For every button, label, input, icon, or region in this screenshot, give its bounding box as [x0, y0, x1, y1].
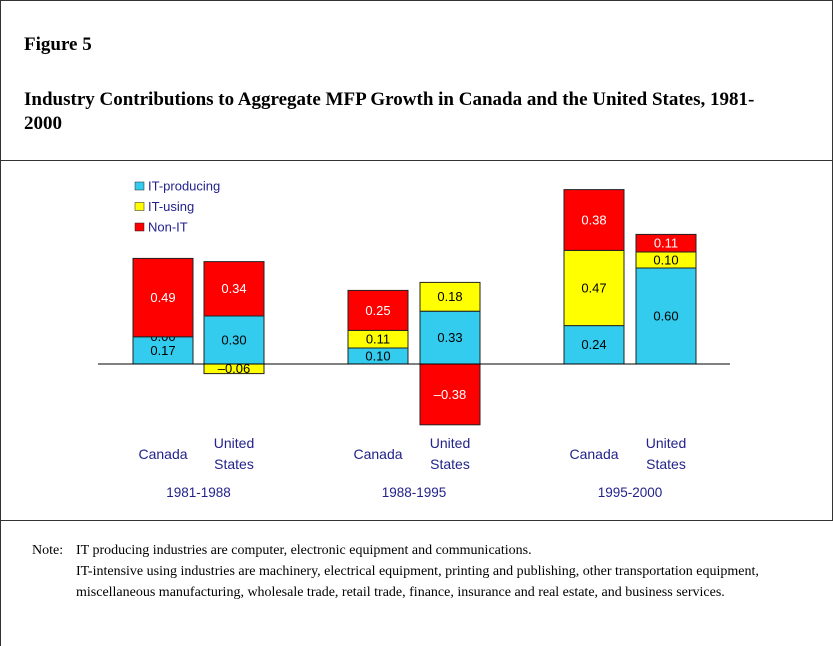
value-label: 0.11	[654, 236, 678, 251]
bar-segment	[203, 261, 265, 317]
category-label: Canada	[138, 445, 188, 462]
bar-segment	[347, 289, 409, 331]
group-label: 1981-1988	[166, 485, 231, 500]
legend-label: Non-IT	[148, 219, 188, 234]
value-label: –0.38	[434, 387, 467, 402]
title: Industry Contributions to Aggregate MFP …	[24, 89, 755, 134]
note-label: Note:	[32, 543, 64, 558]
divider	[0, 520, 833, 521]
legend-label: IT-producing	[148, 178, 220, 193]
value-label: 0.25	[365, 303, 390, 318]
value-label: 0.49	[150, 290, 175, 305]
value-label: 0.47	[581, 280, 606, 295]
value-label: 0.10	[653, 252, 678, 267]
legend-label: IT-using	[148, 199, 194, 214]
note-line: IT producing industries are computer, el…	[76, 543, 532, 558]
value-label: 0.33	[437, 330, 462, 345]
bar-segment	[563, 189, 625, 251]
value-label: 0.17	[150, 343, 175, 358]
bar-segment	[635, 233, 697, 253]
bar-segment	[419, 281, 481, 312]
note-line: IT-intensive using industries are machin…	[76, 564, 759, 600]
category-label: United States	[213, 435, 255, 472]
group-label: 1995-2000	[597, 485, 663, 500]
value-label: –0.06	[218, 361, 251, 376]
legend-swatch	[134, 181, 145, 191]
border	[0, 0, 833, 1]
category-label: Canada	[569, 445, 619, 462]
bar-segment	[419, 310, 481, 365]
category-label: United States	[645, 435, 687, 472]
bar-segment	[563, 325, 625, 365]
category-label: Canada	[353, 445, 403, 462]
bar-segment	[132, 257, 194, 338]
group-label: 1988-1995	[381, 485, 447, 500]
value-label: 0.18	[437, 289, 462, 304]
border	[0, 0, 1, 646]
value-label: 0.24	[581, 337, 606, 352]
bar-segment	[132, 336, 194, 365]
legend-swatch	[134, 202, 145, 211]
value-label: 0.34	[221, 281, 246, 296]
value-label: 0.38	[581, 212, 606, 227]
legend-swatch	[134, 222, 145, 232]
bar-segment	[419, 363, 481, 426]
bar-segment	[635, 267, 697, 365]
divider	[0, 160, 833, 161]
figure-label: Figure 5	[24, 34, 92, 55]
value-label: 0.30	[221, 332, 246, 347]
bar-segment	[563, 249, 625, 327]
value-label: 0.11	[366, 332, 390, 347]
value-label: 0.10	[365, 348, 390, 363]
category-label: United States	[429, 435, 471, 472]
value-label: 0.60	[653, 308, 678, 323]
